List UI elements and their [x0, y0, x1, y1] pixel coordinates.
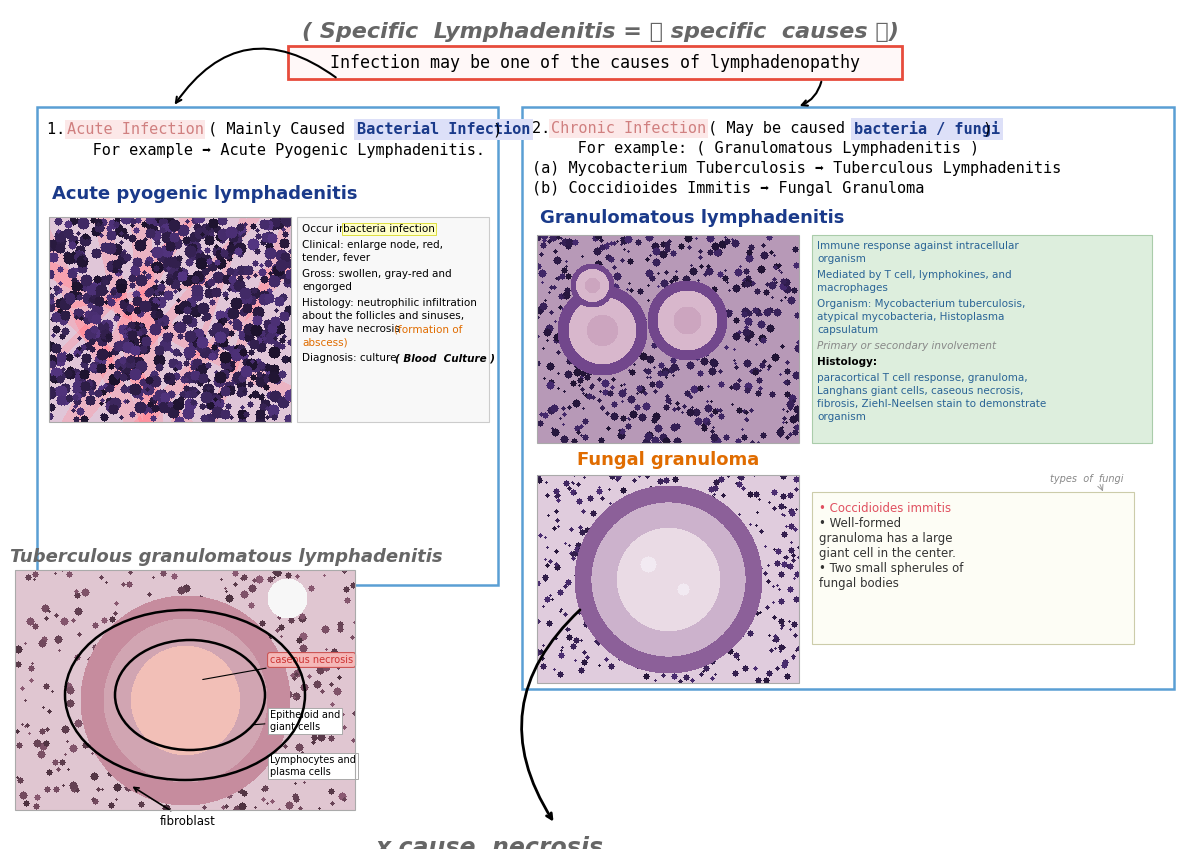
Text: Epitheloid and
giant cells: Epitheloid and giant cells [253, 710, 341, 732]
Text: Lymphocytes and
plasma cells: Lymphocytes and plasma cells [270, 755, 356, 777]
Bar [812, 235, 1152, 443]
Text: Diagnosis: culture: Diagnosis: culture [302, 353, 400, 363]
Text: macrophages: macrophages [817, 283, 888, 293]
Text: (b) Coccidioides Immitis ➡ Fungal Granuloma: (b) Coccidioides Immitis ➡ Fungal Granul… [532, 181, 924, 196]
Bar [49, 217, 292, 422]
Text: Tuberculous granulomatous lymphadenitis: Tuberculous granulomatous lymphadenitis [10, 548, 443, 566]
Text: Infection may be one of the causes of lymphadenopathy: Infection may be one of the causes of ly… [330, 53, 860, 71]
Text: 1.: 1. [47, 122, 74, 137]
Bar [37, 107, 498, 585]
Text: For example: ( Granulomatous Lymphadenitis ): For example: ( Granulomatous Lymphadenit… [532, 141, 979, 156]
Text: Occur in: Occur in [302, 224, 349, 234]
Text: (a) Mycobacterium Tuberculosis ➡ Tuberculous Lymphadenitis: (a) Mycobacterium Tuberculosis ➡ Tubercu… [532, 161, 1061, 176]
Text: giant cell in the center.: giant cell in the center. [818, 547, 956, 560]
Text: • Well-formed: • Well-formed [818, 517, 901, 530]
Text: fibrosis, Ziehl-Neelsen stain to demonstrate: fibrosis, Ziehl-Neelsen stain to demonst… [817, 399, 1046, 409]
Text: bacteria / fungi: bacteria / fungi [854, 121, 1000, 137]
Text: Granulomatous lymphadenitis: Granulomatous lymphadenitis [540, 209, 845, 227]
Text: about the follicles and sinuses,: about the follicles and sinuses, [302, 311, 464, 321]
Text: ( Blood  Culture ): ( Blood Culture ) [395, 353, 496, 363]
Text: Primary or secondary involvement: Primary or secondary involvement [817, 341, 996, 351]
Text: ): ) [484, 122, 503, 137]
Text: fungal bodies: fungal bodies [818, 577, 899, 590]
Bar [538, 235, 799, 443]
Bar [522, 107, 1174, 689]
Text: Clinical: enlarge node, red,: Clinical: enlarge node, red, [302, 240, 443, 250]
Text: Mediated by T cell, lymphokines, and: Mediated by T cell, lymphokines, and [817, 270, 1012, 280]
Text: • Coccidioides immitis: • Coccidioides immitis [818, 502, 952, 515]
Bar [288, 46, 902, 79]
Text: ( Mainly Caused by: ( Mainly Caused by [199, 122, 382, 137]
Bar [14, 570, 355, 810]
Text: granuloma has a large: granuloma has a large [818, 532, 953, 545]
Text: bacteria infection: bacteria infection [343, 224, 434, 234]
Text: Histology: neutrophilic infiltration: Histology: neutrophilic infiltration [302, 298, 476, 308]
Text: engorged: engorged [302, 282, 352, 292]
Text: paracortical T cell response, granuloma,: paracortical T cell response, granuloma, [817, 373, 1027, 383]
Text: types  of  fungi: types of fungi [1050, 474, 1124, 484]
Text: ): ) [974, 121, 992, 136]
Text: fibroblast: fibroblast [134, 788, 216, 828]
Bar [298, 217, 490, 422]
Text: Acute pyogenic lymphadenitis: Acute pyogenic lymphadenitis [52, 185, 358, 203]
Text: caseous necrosis: caseous necrosis [203, 655, 353, 679]
Text: Fungal granuloma: Fungal granuloma [577, 451, 760, 469]
Text: Histology:: Histology: [817, 357, 877, 367]
Text: organism: organism [817, 412, 866, 422]
Text: Immune response against intracellular: Immune response against intracellular [817, 241, 1019, 251]
Text: abscess): abscess) [302, 337, 348, 347]
Text: ( Specific  Lymphadenitis = 有 specific  causes 的): ( Specific Lymphadenitis = 有 specific ca… [301, 22, 899, 42]
Text: Acute Infection: Acute Infection [67, 122, 204, 137]
Text: tender, fever: tender, fever [302, 253, 370, 263]
Text: (formation of: (formation of [394, 324, 462, 334]
Text: Bacterial Infection: Bacterial Infection [358, 122, 530, 137]
Text: Organism: Mycobacterium tuberculosis,: Organism: Mycobacterium tuberculosis, [817, 299, 1025, 309]
Text: For example ➡ Acute Pyogenic Lymphadenitis.: For example ➡ Acute Pyogenic Lymphadenit… [47, 143, 485, 158]
Text: Gross: swollen, gray-red and: Gross: swollen, gray-red and [302, 269, 451, 279]
Text: Langhans giant cells, caseous necrosis,: Langhans giant cells, caseous necrosis, [817, 386, 1024, 396]
Text: atypical mycobacteria, Histoplasma: atypical mycobacteria, Histoplasma [817, 312, 1004, 322]
Text: organism: organism [817, 254, 866, 264]
Text: x cause  necrosis: x cause necrosis [376, 836, 604, 849]
Text: Chronic Infection: Chronic Infection [551, 121, 706, 136]
Text: • Two small spherules of: • Two small spherules of [818, 562, 964, 575]
Text: may have necrosis: may have necrosis [302, 324, 403, 334]
Text: 2.: 2. [532, 121, 559, 136]
Text: capsulatum: capsulatum [817, 325, 878, 335]
Bar [538, 475, 799, 683]
Text: ( May be caused by: ( May be caused by [698, 121, 882, 136]
Bar [812, 492, 1134, 644]
